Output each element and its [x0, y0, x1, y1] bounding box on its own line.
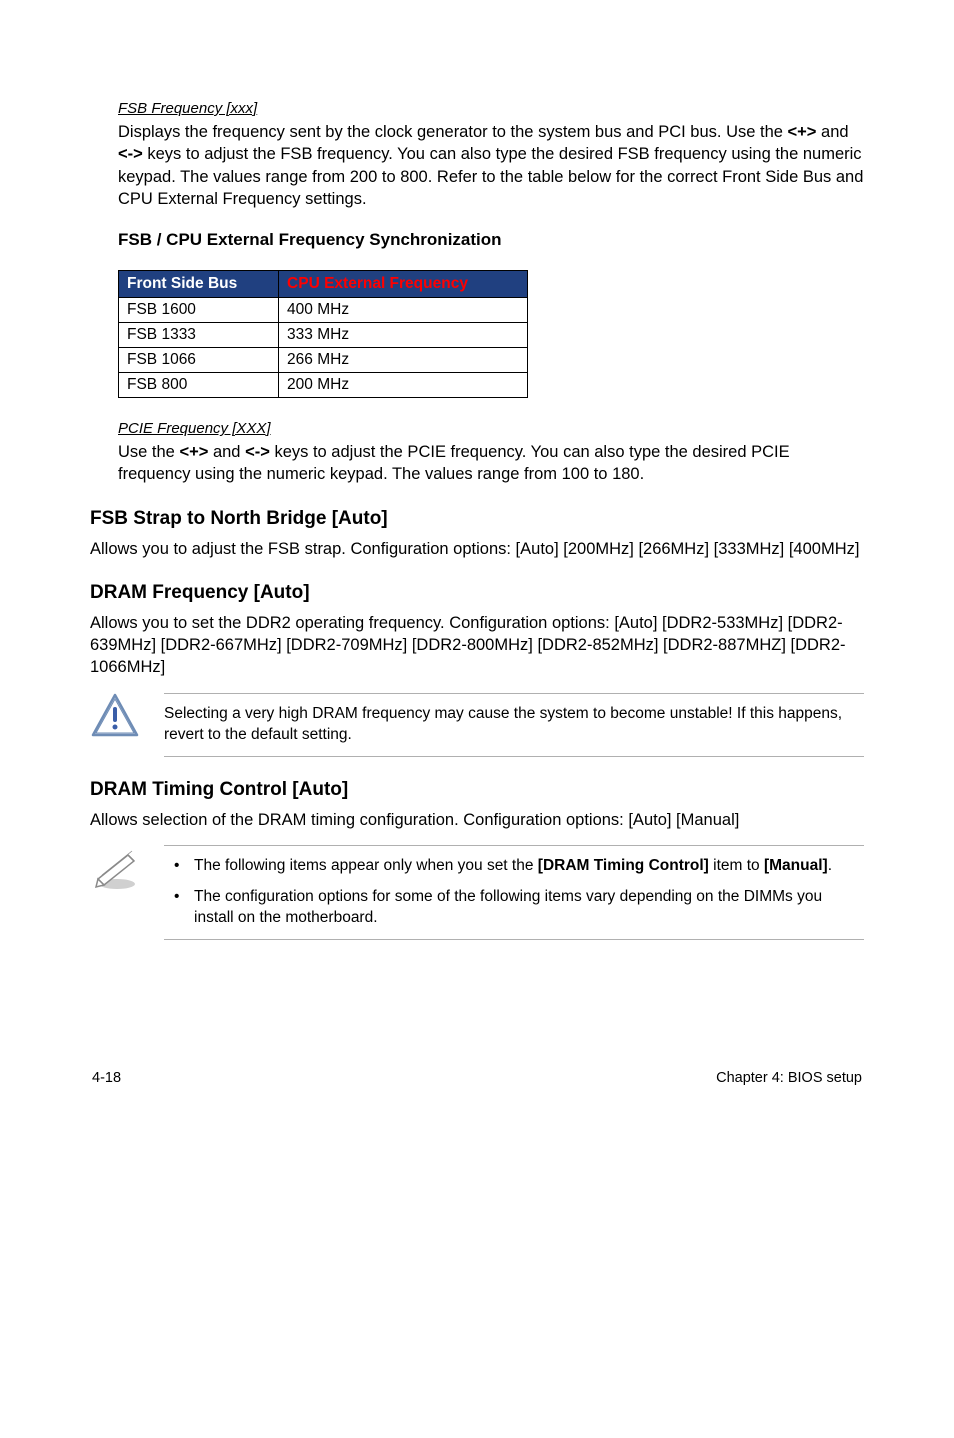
text: The following items appear only when you… [194, 857, 538, 874]
list-item: The following items appear only when you… [164, 856, 864, 877]
note-text: The following items appear only when you… [164, 845, 864, 940]
dram-frequency-body: Allows you to set the DDR2 operating fre… [90, 612, 864, 679]
note-callout: The following items appear only when you… [90, 845, 864, 940]
key-plus: <+> [788, 123, 817, 141]
fsb-frequency-heading: FSB Frequency [xxx] [118, 100, 864, 117]
fsb-strap-heading: FSB Strap to North Bridge [Auto] [90, 508, 864, 530]
pcie-frequency-body: Use the <+> and <-> keys to adjust the P… [118, 441, 864, 486]
pcie-frequency-heading: PCIE Frequency [XXX] [118, 420, 864, 437]
col-header-cpu: CPU External Frequency [279, 271, 528, 298]
page-footer: 4-18 Chapter 4: BIOS setup [90, 1070, 864, 1086]
caution-icon [90, 693, 140, 739]
fsb-frequency-body: Displays the frequency sent by the clock… [118, 121, 864, 210]
key-plus: <+> [179, 443, 208, 461]
dram-timing-heading: DRAM Timing Control [Auto] [90, 779, 864, 801]
table-row: FSB 800 200 MHz [119, 373, 528, 398]
text: and [816, 123, 848, 141]
text: Use the [118, 443, 179, 461]
dram-timing-body: Allows selection of the DRAM timing conf… [90, 809, 864, 831]
bold-text: [Manual] [764, 857, 828, 874]
text: Displays the frequency sent by the clock… [118, 123, 788, 141]
text: keys to adjust the FSB frequency. You ca… [118, 145, 863, 208]
note-icon [90, 845, 140, 891]
text: and [208, 443, 245, 461]
cell-cpu: 400 MHz [279, 298, 528, 323]
table-row: FSB 1333 333 MHz [119, 323, 528, 348]
caution-callout: Selecting a very high DRAM frequency may… [90, 693, 864, 757]
fsb-strap-body: Allows you to adjust the FSB strap. Conf… [90, 538, 864, 560]
cell-cpu: 333 MHz [279, 323, 528, 348]
list-item: The configuration options for some of th… [164, 887, 864, 929]
col-header-fsb: Front Side Bus [119, 271, 279, 298]
cell-fsb: FSB 1066 [119, 348, 279, 373]
key-minus: <-> [118, 145, 143, 163]
text: The configuration options for some of th… [194, 888, 822, 926]
chapter-label: Chapter 4: BIOS setup [716, 1070, 862, 1086]
key-minus: <-> [245, 443, 270, 461]
cell-cpu: 200 MHz [279, 373, 528, 398]
dram-frequency-heading: DRAM Frequency [Auto] [90, 582, 864, 604]
table-row: FSB 1600 400 MHz [119, 298, 528, 323]
text: item to [709, 857, 764, 874]
cell-cpu: 266 MHz [279, 348, 528, 373]
caution-text: Selecting a very high DRAM frequency may… [164, 693, 864, 757]
text: . [828, 857, 832, 874]
table-row: FSB 1066 266 MHz [119, 348, 528, 373]
table-header-row: Front Side Bus CPU External Frequency [119, 271, 528, 298]
bold-text: [DRAM Timing Control] [538, 857, 709, 874]
cell-fsb: FSB 1333 [119, 323, 279, 348]
fsb-cpu-sync-table: Front Side Bus CPU External Frequency FS… [118, 270, 528, 398]
page-number: 4-18 [92, 1070, 121, 1086]
sync-table-title: FSB / CPU External Frequency Synchroniza… [118, 230, 864, 250]
cell-fsb: FSB 1600 [119, 298, 279, 323]
cell-fsb: FSB 800 [119, 373, 279, 398]
